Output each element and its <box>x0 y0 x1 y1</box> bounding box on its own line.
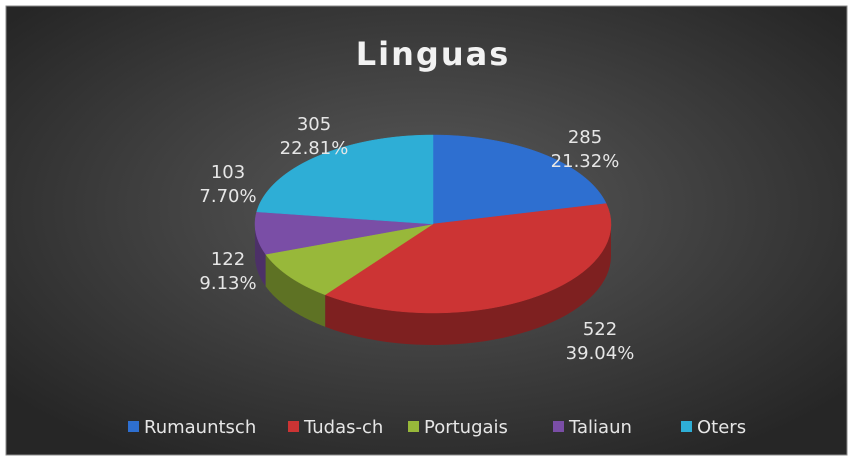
slice <box>432 134 607 225</box>
legend-marker <box>681 421 692 432</box>
legend-label: Oters <box>697 417 746 438</box>
data-label-percent: 9.13% <box>199 273 256 294</box>
legend-marker <box>128 421 139 432</box>
data-label-percent: 39.04% <box>566 343 635 364</box>
legend-marker <box>288 421 299 432</box>
legend-marker <box>408 421 419 432</box>
data-label-percent: 22.81% <box>280 138 349 159</box>
data-label: 103 <box>211 162 245 183</box>
legend-label: Taliaun <box>568 417 632 438</box>
slice-side <box>265 254 326 327</box>
slice <box>254 211 434 255</box>
slice <box>265 223 434 296</box>
legend-marker <box>553 421 564 432</box>
data-label: 305 <box>297 114 331 135</box>
legend-label: Rumauntsch <box>144 417 256 438</box>
slice <box>256 134 434 225</box>
data-label: 122 <box>211 249 245 270</box>
data-label-percent: 21.32% <box>551 151 620 172</box>
slice <box>324 203 612 314</box>
legend-label: Tudas-ch <box>303 417 383 438</box>
data-label: 285 <box>568 127 602 148</box>
slice-side <box>325 224 611 345</box>
chart-title: Linguas <box>356 35 510 73</box>
data-label-percent: 7.70% <box>199 186 256 207</box>
data-label: 522 <box>583 319 617 340</box>
legend-label: Portugais <box>424 417 508 438</box>
